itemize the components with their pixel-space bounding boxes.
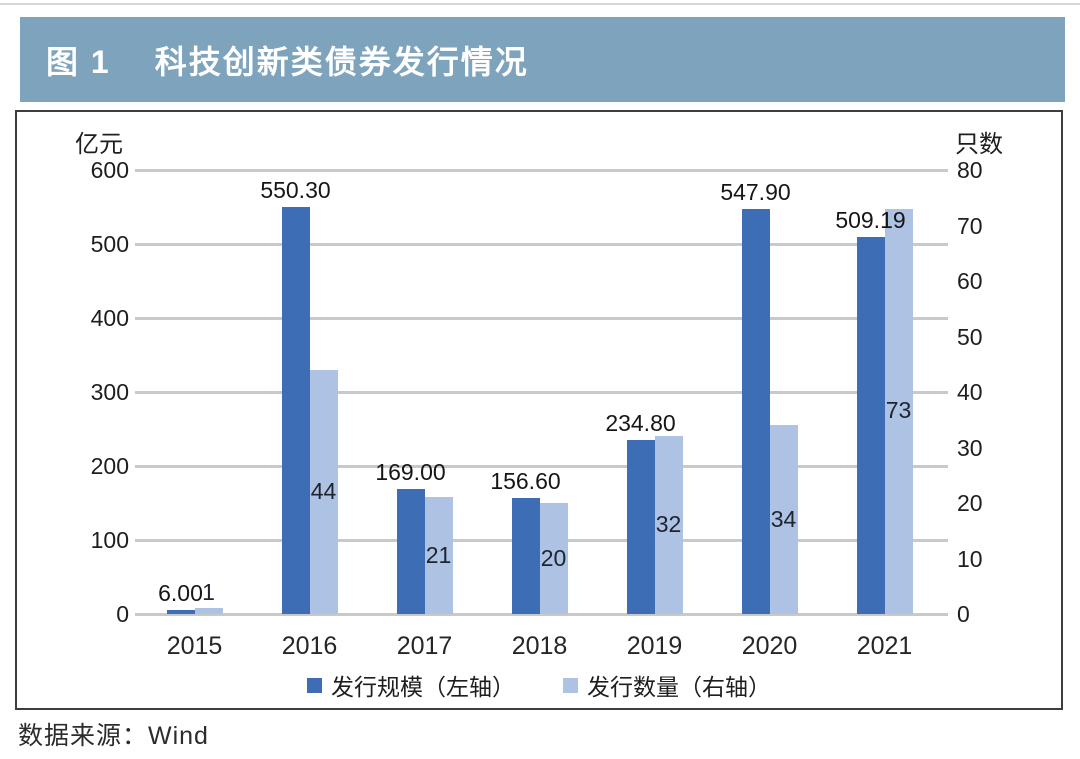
figure-title-bar: 图 1 科技创新类债券发行情况 (20, 17, 1065, 102)
bar-issuance-scale (511, 498, 540, 614)
bar-issuance-scale (626, 440, 655, 614)
gridline (135, 390, 948, 394)
x-axis-label: 2018 (511, 632, 568, 660)
x-axis-label: 2015 (166, 632, 223, 660)
count-label: 34 (770, 505, 797, 532)
value-label: 6.00 (158, 579, 203, 606)
right-axis-tick: 80 (957, 157, 983, 183)
left-axis-tick: 100 (90, 527, 129, 553)
legend-swatch-scale-icon (307, 677, 322, 693)
top-divider (0, 3, 1080, 5)
right-axis-title: 只数 (955, 131, 1003, 158)
chart-frame: 亿元 只数 0 100 200 300 400 500 600 0 10 20 30 40 50 60 70… (15, 110, 1063, 710)
right-axis-tick: 0 (957, 601, 970, 627)
right-axis-tick: 30 (957, 434, 983, 461)
value-label: 169.00 (375, 458, 446, 485)
x-axis-label: 2021 (856, 632, 913, 660)
figure-label: 图 1 (46, 43, 111, 80)
left-axis-tick: 300 (90, 379, 129, 405)
bar-issuance-scale (281, 206, 310, 614)
bar-issuance-count (309, 369, 338, 614)
count-label: 32 (655, 511, 682, 538)
right-axis-tick: 20 (957, 490, 983, 516)
right-axis-tick: 50 (957, 323, 983, 350)
value-label: 547.90 (720, 178, 791, 205)
left-axis-tick: 500 (90, 231, 129, 257)
bar-issuance-count (539, 503, 568, 614)
right-axis-tick: 40 (957, 379, 983, 405)
left-axis-tick: 200 (90, 453, 129, 479)
bar-issuance-scale (166, 609, 195, 614)
right-axis-tick: 60 (957, 268, 983, 294)
value-label: 509.19 (835, 207, 906, 234)
gridline (135, 316, 948, 320)
count-label: 1 (202, 579, 215, 606)
x-axis-label: 2017 (396, 632, 453, 660)
bar-issuance-count (194, 608, 223, 614)
legend-item-issuance-count: 发行数量（右轴） (563, 668, 771, 702)
count-label: 21 (425, 541, 452, 568)
left-axis-tick: 0 (116, 601, 129, 627)
bar-issuance-count (884, 208, 913, 614)
count-label: 44 (310, 477, 337, 504)
bar-issuance-scale (856, 237, 885, 614)
gridline (135, 242, 948, 246)
legend: 发行规模（左轴） 发行数量（右轴） (17, 668, 1061, 702)
legend-item-issuance-scale: 发行规模（左轴） (307, 668, 515, 702)
gridline (135, 464, 948, 468)
value-label: 156.60 (490, 468, 561, 495)
left-axis-title: 亿元 (75, 131, 123, 158)
value-label: 550.30 (260, 176, 331, 203)
value-label: 234.80 (605, 410, 676, 437)
bar-issuance-count (769, 425, 798, 614)
bar-issuance-count (654, 436, 683, 614)
right-axis-tick: 10 (957, 545, 983, 572)
x-axis-label: 2020 (741, 632, 798, 660)
legend-label-count: 发行数量（右轴） (587, 674, 771, 700)
figure-title: 科技创新类债券发行情况 (154, 43, 529, 80)
legend-label-scale: 发行规模（左轴） (331, 674, 515, 700)
bar-issuance-count (424, 497, 453, 614)
x-axis-label: 2019 (626, 632, 683, 660)
x-axis-label: 2016 (281, 632, 338, 660)
bar-issuance-scale (741, 208, 770, 614)
plot-area: 0 100 200 300 400 500 600 0 10 20 30 40 50 60 70 80 6.00… (17, 112, 1061, 708)
count-label: 73 (885, 397, 912, 424)
data-source: 数据来源：Wind (18, 722, 209, 750)
gridline (135, 168, 948, 172)
left-axis-tick: 600 (90, 157, 129, 183)
gridline (135, 612, 948, 616)
legend-swatch-count-icon (563, 677, 578, 693)
count-label: 20 (540, 544, 567, 571)
left-axis-tick: 400 (90, 305, 129, 331)
right-axis-tick: 70 (957, 212, 983, 239)
bar-issuance-scale (396, 488, 425, 614)
